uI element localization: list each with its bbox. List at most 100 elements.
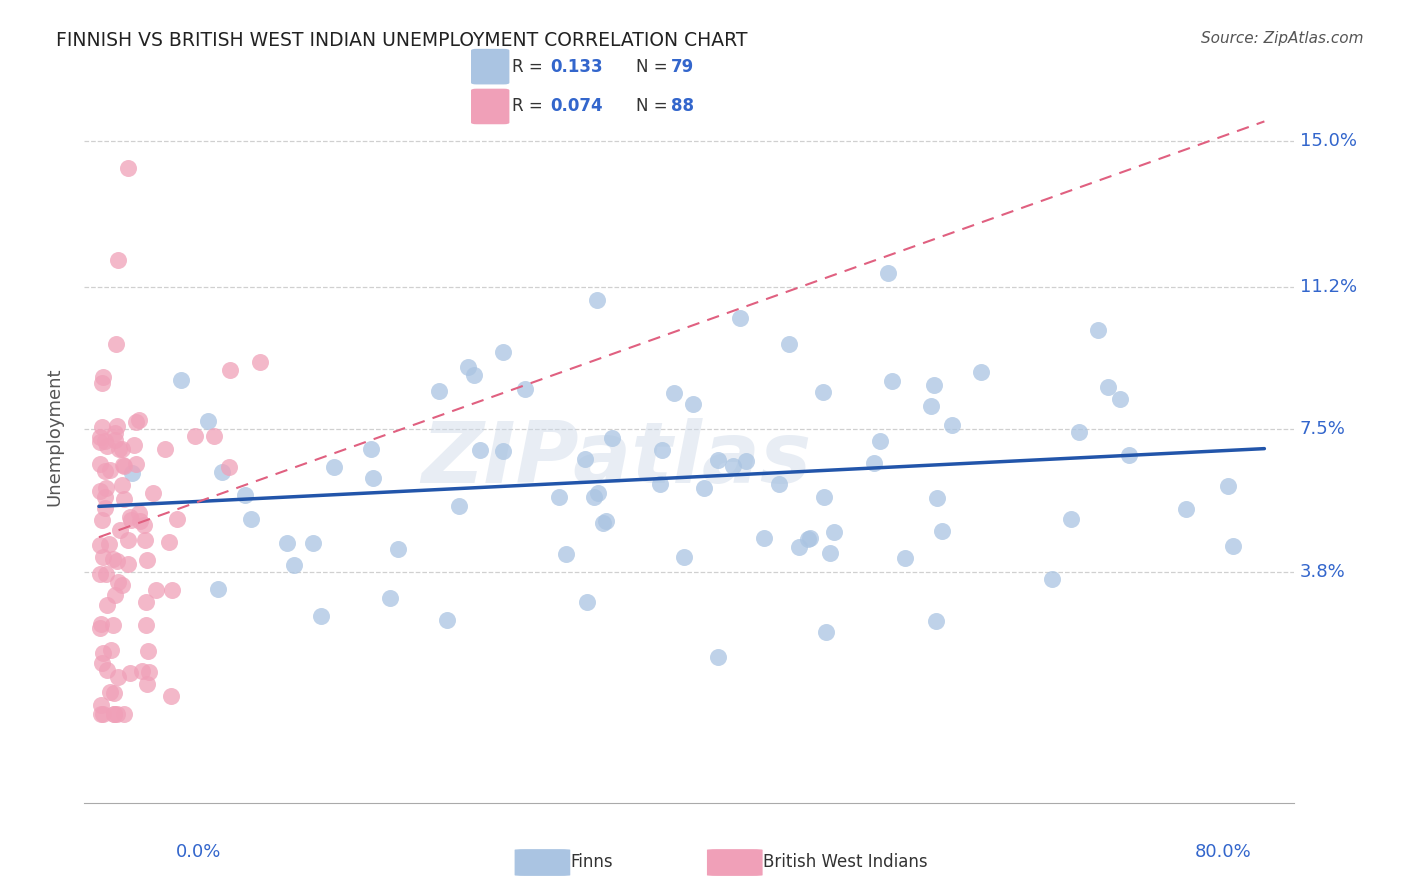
Point — [548, 490, 571, 504]
Point — [586, 486, 609, 500]
Point — [89, 435, 111, 450]
Point — [89, 430, 111, 444]
Point — [970, 365, 993, 379]
Point — [815, 625, 838, 640]
Point — [96, 598, 118, 612]
Point — [131, 664, 153, 678]
Point — [449, 499, 471, 513]
Point — [145, 582, 167, 597]
FancyBboxPatch shape — [515, 849, 571, 876]
Text: 3.8%: 3.8% — [1299, 563, 1346, 581]
Text: R =: R = — [512, 97, 548, 115]
Point — [239, 512, 262, 526]
Point — [583, 490, 606, 504]
Point — [160, 690, 183, 704]
Point — [121, 466, 143, 480]
Point — [693, 481, 716, 495]
Point — [797, 533, 820, 547]
Point — [96, 663, 118, 677]
Text: 0.074: 0.074 — [551, 97, 603, 115]
Point — [153, 442, 176, 457]
Point — [1175, 502, 1198, 516]
Point — [105, 707, 128, 722]
Point — [576, 595, 599, 609]
Point — [925, 491, 948, 505]
Point — [111, 458, 134, 472]
Point — [682, 397, 704, 411]
Point — [166, 512, 188, 526]
Point — [91, 647, 114, 661]
Point — [492, 345, 515, 359]
Point — [90, 698, 112, 712]
Point — [427, 384, 450, 398]
Point — [128, 506, 150, 520]
Point — [880, 375, 903, 389]
Point — [128, 514, 150, 528]
Point — [111, 478, 134, 492]
Point — [672, 550, 695, 565]
Point — [120, 509, 142, 524]
Point — [108, 442, 131, 457]
Point — [823, 524, 845, 539]
Point — [1222, 539, 1244, 553]
Point — [98, 536, 121, 550]
Point — [135, 617, 157, 632]
Point — [160, 582, 183, 597]
Point — [94, 482, 117, 496]
Point — [98, 463, 121, 477]
Text: 7.5%: 7.5% — [1299, 420, 1346, 438]
Point — [648, 477, 671, 491]
Point — [117, 533, 139, 547]
Point — [463, 368, 485, 382]
Point — [142, 485, 165, 500]
Point — [91, 513, 114, 527]
Point — [89, 457, 111, 471]
Point — [107, 670, 129, 684]
Point — [752, 531, 775, 545]
Point — [103, 707, 125, 722]
Point — [120, 513, 142, 527]
Text: Source: ZipAtlas.com: Source: ZipAtlas.com — [1201, 31, 1364, 46]
Point — [309, 609, 332, 624]
Text: 79: 79 — [671, 58, 695, 76]
Point — [778, 337, 800, 351]
Text: British West Indians: British West Indians — [762, 853, 927, 871]
Text: FINNISH VS BRITISH WEST INDIAN UNEMPLOYMENT CORRELATION CHART: FINNISH VS BRITISH WEST INDIAN UNEMPLOYM… — [56, 31, 748, 50]
FancyBboxPatch shape — [707, 849, 762, 876]
Point — [202, 428, 225, 442]
Point — [107, 252, 129, 267]
Point — [89, 567, 111, 582]
FancyBboxPatch shape — [471, 88, 509, 124]
Point — [90, 707, 112, 722]
Point — [125, 415, 148, 429]
Point — [1042, 572, 1064, 586]
Y-axis label: Unemployment: Unemployment — [45, 368, 63, 507]
Text: N =: N = — [636, 58, 672, 76]
Text: N =: N = — [636, 97, 672, 115]
Point — [387, 542, 409, 557]
Point — [135, 594, 157, 608]
Point — [91, 370, 114, 384]
Point — [457, 359, 479, 374]
Point — [100, 642, 122, 657]
Point — [101, 618, 124, 632]
Point — [138, 665, 160, 680]
Point — [105, 337, 128, 351]
Text: Finns: Finns — [571, 853, 613, 871]
Point — [136, 677, 159, 691]
Point — [91, 707, 114, 722]
Point — [894, 550, 917, 565]
Point — [104, 588, 127, 602]
Point — [136, 644, 159, 658]
Point — [112, 491, 135, 506]
Point — [876, 266, 898, 280]
Point — [89, 538, 111, 552]
Point — [122, 437, 145, 451]
Point — [924, 614, 946, 628]
Point — [574, 451, 596, 466]
Point — [302, 536, 325, 550]
Point — [207, 582, 229, 597]
Text: 0.0%: 0.0% — [176, 843, 221, 861]
Point — [90, 420, 112, 434]
Point — [197, 414, 219, 428]
